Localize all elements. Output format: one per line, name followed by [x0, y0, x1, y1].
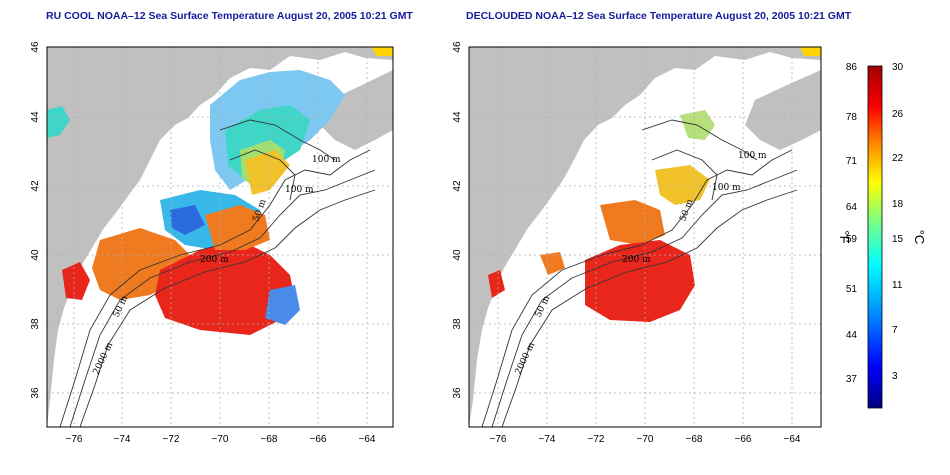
y-axis-left: 46 44 42 40 38 36 — [30, 41, 41, 399]
bathymetry-contours-right — [481, 119, 798, 427]
contour-label: 100 m — [738, 151, 767, 161]
x-tick-label: −76 — [490, 434, 507, 445]
y-tick-label: 44 — [452, 111, 463, 123]
map-title-left: RU COOL NOAA–12 Sea Surface Temperature … — [46, 10, 413, 22]
fahrenheit-unit-label: °F — [837, 230, 852, 243]
landmass — [469, 47, 821, 427]
y-axis-right: 46 44 42 40 38 36 — [452, 41, 463, 399]
fahrenheit-tick-label: 51 — [846, 284, 858, 295]
x-tick-label: −70 — [212, 434, 229, 445]
x-tick-label: −72 — [163, 434, 180, 445]
fahrenheit-tick-label: 86 — [846, 62, 858, 73]
x-tick-label: −64 — [784, 434, 801, 445]
celsius-tick-label: 15 — [892, 234, 904, 245]
contour-label: 200 m — [622, 255, 651, 265]
celsius-tick-label: 22 — [892, 153, 904, 164]
landmass — [47, 47, 393, 427]
colorbar: 86 78 71 64 59 51 44 37 30 26 22 18 15 1… — [837, 62, 927, 409]
y-tick-label: 38 — [452, 318, 463, 330]
fahrenheit-tick-label: 37 — [846, 374, 858, 385]
x-tick-label: −68 — [686, 434, 703, 445]
y-tick-label: 46 — [30, 41, 41, 53]
fahrenheit-tick-label: 64 — [846, 202, 858, 213]
map-panel-right: 100 m 100 m 50 m 200 m 50 m 2000 m — [468, 46, 822, 428]
fahrenheit-tick-label: 44 — [846, 330, 858, 341]
x-tick-label: −74 — [539, 434, 556, 445]
x-tick-label: −66 — [310, 434, 327, 445]
map-frame-left — [46, 46, 394, 428]
contour-label: 200 m — [200, 255, 229, 265]
y-tick-label: 40 — [452, 249, 463, 261]
celsius-tick-label: 3 — [892, 371, 898, 382]
celsius-unit-label: °C — [912, 230, 927, 245]
grid-right — [469, 47, 821, 427]
x-tick-label: −70 — [637, 434, 654, 445]
y-tick-label: 40 — [30, 249, 41, 261]
y-tick-label: 36 — [30, 387, 41, 399]
x-tick-label: −68 — [261, 434, 278, 445]
x-tick-label: −66 — [735, 434, 752, 445]
fahrenheit-tick-label: 59 — [846, 234, 858, 245]
colorbar-fahrenheit-ticks: 86 78 71 64 59 51 44 37 — [846, 62, 858, 385]
map-title-right: DECLOUDED NOAA–12 Sea Surface Temperatur… — [466, 10, 852, 22]
x-tick-label: −74 — [114, 434, 131, 445]
celsius-tick-label: 26 — [892, 109, 904, 120]
bathymetry-contours-left — [59, 119, 376, 427]
x-tick-label: −72 — [588, 434, 605, 445]
map-panel-left: 100 m 100 m 50 m 200 m 50 m 2000 m — [46, 46, 394, 428]
sst-field-left — [47, 47, 393, 335]
fahrenheit-tick-label: 71 — [846, 156, 858, 167]
contour-label: 100 m — [712, 183, 741, 193]
grid-left — [47, 47, 393, 427]
y-tick-label: 42 — [30, 180, 41, 192]
celsius-tick-label: 18 — [892, 199, 904, 210]
x-tick-label: −64 — [359, 434, 376, 445]
celsius-tick-label: 11 — [892, 280, 903, 291]
sst-field-right — [488, 47, 821, 322]
map-frame-right — [468, 46, 822, 428]
y-tick-label: 46 — [452, 41, 463, 53]
nova-scotia-land — [745, 70, 821, 150]
nova-scotia-land — [320, 70, 393, 150]
y-tick-label: 38 — [30, 318, 41, 330]
x-tick-label: −76 — [66, 434, 83, 445]
y-tick-label: 36 — [452, 387, 463, 399]
y-tick-label: 42 — [452, 180, 463, 192]
contour-label: 100 m — [285, 185, 314, 195]
colorbar-celsius-ticks: 30 26 22 18 15 11 7 3 — [892, 62, 904, 382]
colorbar-gradient — [867, 65, 883, 409]
celsius-tick-label: 7 — [892, 325, 898, 336]
x-axis-right: −76 −74 −72 −70 −68 −66 −64 — [490, 434, 801, 445]
x-axis-left: −76 −74 −72 −70 −68 −66 −64 — [66, 434, 376, 445]
celsius-tick-label: 30 — [892, 62, 904, 73]
contour-label: 100 m — [312, 155, 341, 165]
y-tick-label: 44 — [30, 111, 41, 123]
fahrenheit-tick-label: 78 — [846, 112, 858, 123]
